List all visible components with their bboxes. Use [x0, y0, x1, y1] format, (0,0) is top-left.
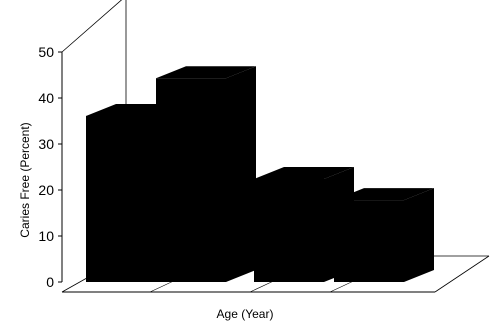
x-axis-title: Age (Year) [217, 307, 274, 321]
bars [86, 66, 434, 282]
bar-4 [334, 188, 434, 282]
bar-front-1 [86, 115, 156, 282]
y-tick-label-40: 40 [38, 90, 54, 106]
y-axis-ticks: 0 10 20 30 40 50 [38, 44, 62, 290]
bar-side-2 [226, 66, 256, 282]
bar-top-2 [156, 66, 256, 79]
y-tick-label-20: 20 [38, 182, 54, 198]
bar-2 [156, 66, 256, 282]
y-tick-label-30: 30 [38, 136, 54, 152]
data-label-1: 36.1 [138, 105, 154, 114]
bar-front-3 [254, 178, 324, 282]
side-wall-top-edge [61, 0, 123, 53]
bar-front-4 [334, 200, 404, 282]
y-tick-label-0: 0 [46, 274, 54, 290]
data-label-2: 44.3 [208, 67, 224, 76]
data-label-4: 17.8 [386, 189, 402, 198]
bar-top-3 [254, 166, 354, 179]
data-label-3: 22.4 [306, 168, 322, 177]
data-labels: 36.1 44.3 22.4 17.8 [138, 67, 402, 198]
y-tick-label-10: 10 [38, 228, 54, 244]
bar-top-4 [334, 188, 434, 201]
y-tick-label-50: 50 [38, 44, 54, 60]
y-axis-title: Caries Free (Percent) [18, 122, 32, 237]
bar-side-4 [404, 188, 434, 282]
floor-right-edge [434, 255, 490, 293]
bar-front-2 [156, 78, 226, 282]
